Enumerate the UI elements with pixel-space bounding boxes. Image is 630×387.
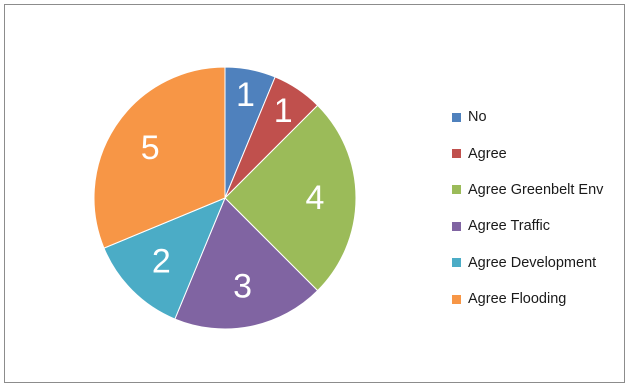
legend-label-agree-flooding: Agree Flooding <box>468 291 567 308</box>
legend-swatch-agree-traffic <box>452 221 461 231</box>
data-label-agree-traffic: 3 <box>233 267 252 305</box>
data-label-agree-development: 2 <box>152 243 171 281</box>
legend-label-no: No <box>468 109 487 126</box>
legend-swatch-agree-flooding <box>452 294 461 304</box>
legend-item-no: No <box>452 99 627 135</box>
legend-item-agree: Agree <box>452 135 627 171</box>
legend-item-agree-traffic: Agree Traffic <box>452 208 627 244</box>
legend-swatch-agree <box>452 149 461 159</box>
pie-slice-agree-flooding <box>93 66 226 249</box>
legend-item-agree-greenbelt-env: Agree Greenbelt Env <box>452 172 627 208</box>
legend-label-agree-greenbelt-env: Agree Greenbelt Env <box>468 181 604 198</box>
legend-swatch-agree-greenbelt-env <box>452 185 461 195</box>
legend-swatch-no <box>452 112 461 122</box>
data-label-agree-greenbelt-env: 4 <box>306 179 325 217</box>
legend-label-agree-development: Agree Development <box>468 254 597 271</box>
chart-legend: No Agree Agree Greenbelt Env Agree Traff… <box>452 99 627 317</box>
pie-slice-agree-traffic <box>174 197 319 330</box>
data-label-agree-flooding: 5 <box>141 129 160 167</box>
legend-label-agree-traffic: Agree Traffic <box>468 218 550 235</box>
legend-item-agree-development: Agree Development <box>452 245 627 281</box>
legend-swatch-agree-development <box>452 258 461 268</box>
pie-slice-agree-greenbelt-env <box>224 104 357 292</box>
legend-label-agree: Agree <box>468 145 507 162</box>
pie-slice-agree-development <box>103 197 226 320</box>
pie-chart: 1 1 4 3 2 5 <box>93 66 357 330</box>
legend-item-agree-flooding: Agree Flooding <box>452 281 627 317</box>
data-label-agree: 1 <box>274 92 293 130</box>
data-label-no: 1 <box>236 76 255 114</box>
